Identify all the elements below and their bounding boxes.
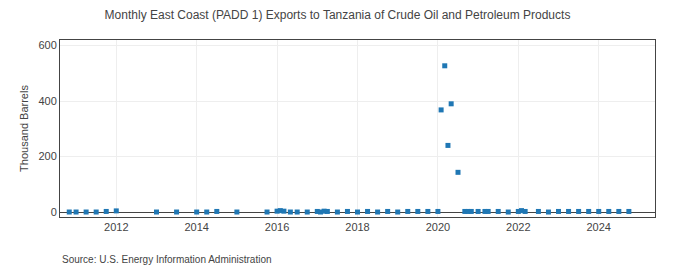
svg-text:Thousand Barrels: Thousand Barrels [18,85,30,172]
svg-text:2024: 2024 [586,221,610,233]
svg-text:2018: 2018 [345,221,369,233]
svg-text:0: 0 [51,206,57,218]
svg-text:Source: U.S. Energy Informatio: Source: U.S. Energy Information Administ… [62,254,272,265]
svg-text:600: 600 [38,39,56,51]
svg-text:2020: 2020 [426,221,450,233]
svg-text:2014: 2014 [184,221,208,233]
svg-text:2016: 2016 [265,221,289,233]
svg-text:Monthly East Coast (PADD 1) Ex: Monthly East Coast (PADD 1) Exports to T… [105,8,571,22]
svg-text:400: 400 [38,95,56,107]
svg-text:200: 200 [38,150,56,162]
svg-text:2022: 2022 [506,221,530,233]
svg-text:2012: 2012 [104,221,128,233]
